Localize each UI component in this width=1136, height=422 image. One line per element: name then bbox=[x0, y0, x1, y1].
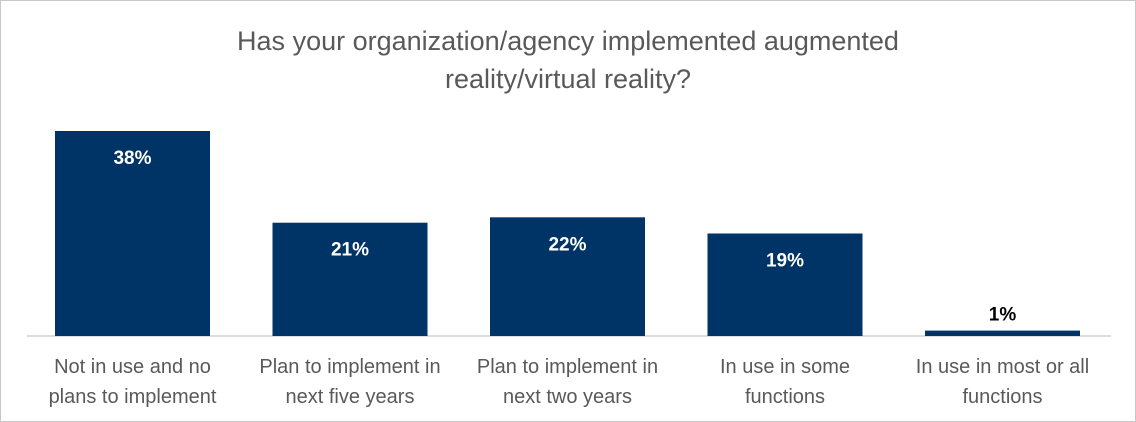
category-label-line: Not in use and no bbox=[54, 356, 211, 378]
category-label-line: Plan to implement in bbox=[476, 356, 659, 378]
data-label: 22% bbox=[548, 234, 586, 255]
data-label: 1% bbox=[989, 305, 1017, 326]
bar bbox=[55, 131, 210, 336]
category-label-line: next five years bbox=[285, 386, 415, 408]
category-label: Plan to implement in next two years bbox=[468, 352, 668, 412]
category-label-line: In use in most or all bbox=[915, 356, 1090, 378]
category-label: In use in some functions bbox=[685, 352, 885, 412]
category-label: Plan to implement in next five years bbox=[250, 352, 450, 412]
category-label-line: In use in some bbox=[719, 356, 851, 378]
category-label-line: next two years bbox=[503, 386, 632, 408]
category-label-line: functions bbox=[962, 386, 1043, 408]
category-label-line: Plan to implement in bbox=[259, 356, 441, 378]
chart-title-line-2: reality/virtual reality? bbox=[444, 64, 692, 94]
bar bbox=[925, 330, 1080, 336]
chart-title-line-1: Has your organization/agency implemented… bbox=[237, 26, 899, 56]
bar bbox=[272, 222, 428, 336]
category-label: In use in most or all functions bbox=[903, 352, 1103, 412]
bar bbox=[490, 217, 645, 336]
data-label: 38% bbox=[113, 148, 151, 169]
data-label: 19% bbox=[766, 251, 804, 272]
bar bbox=[707, 233, 863, 336]
chart-title: Has your organization/agency implemented… bbox=[0, 22, 1136, 98]
data-label: 21% bbox=[331, 240, 369, 261]
category-label-line: plans to implement bbox=[48, 386, 217, 408]
category-label-line: functions bbox=[744, 386, 826, 408]
category-label: Not in use and no plans to implement bbox=[33, 352, 233, 412]
